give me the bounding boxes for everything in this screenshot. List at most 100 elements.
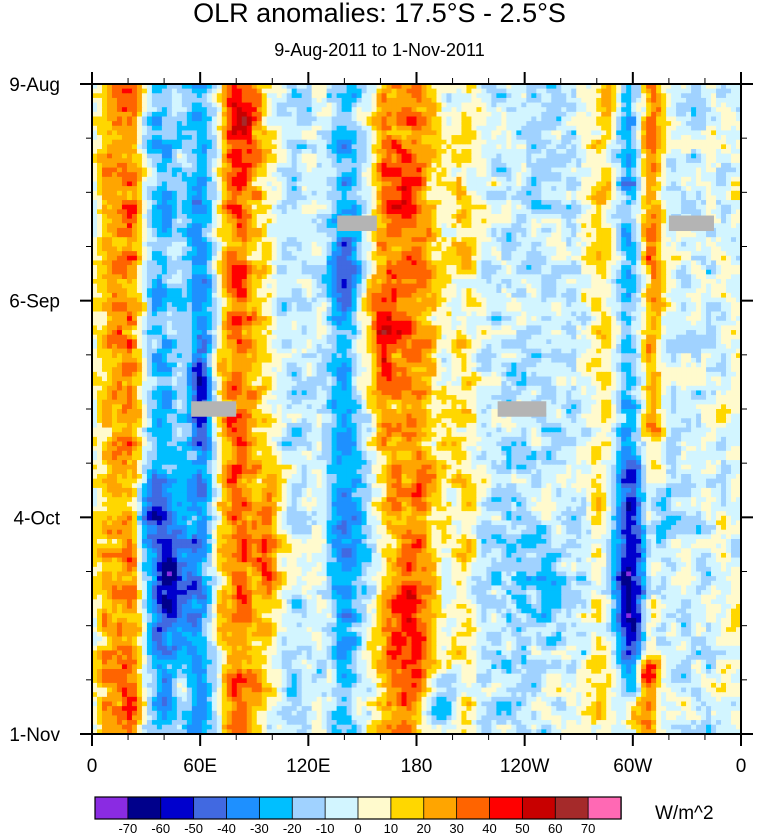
heatmap-cell — [706, 97, 712, 104]
heatmap-cell — [706, 204, 712, 210]
heatmap-cell — [296, 181, 303, 187]
heatmap-cell — [146, 255, 153, 262]
heatmap-cell — [691, 181, 697, 187]
heatmap-cell — [561, 135, 567, 141]
heatmap-cell — [521, 195, 527, 201]
heatmap-cell — [476, 251, 482, 257]
heatmap-cell — [176, 111, 183, 118]
heatmap-cell — [436, 84, 443, 90]
heatmap-cell — [466, 237, 473, 243]
heatmap-cell — [576, 227, 582, 234]
heatmap-cell — [456, 121, 463, 127]
heatmap-cell — [711, 209, 717, 215]
heatmap-cell — [146, 186, 153, 192]
heatmap-cell — [681, 176, 687, 183]
heatmap-cell — [436, 227, 443, 234]
heatmap-cell — [291, 237, 298, 243]
heatmap-cell — [606, 232, 612, 238]
heatmap-cell — [366, 88, 373, 94]
heatmap-cell — [396, 116, 403, 122]
heatmap-cell — [546, 172, 552, 178]
heatmap-cell — [111, 214, 118, 220]
heatmap-cell — [451, 227, 458, 234]
heatmap-cell — [576, 107, 582, 113]
heatmap-cell — [306, 84, 313, 90]
heatmap-cell — [241, 102, 248, 108]
heatmap-cell — [226, 200, 233, 206]
heatmap-cell — [121, 204, 128, 210]
heatmap-cell — [511, 167, 517, 173]
heatmap-cell — [421, 107, 428, 113]
heatmap-cell — [136, 107, 143, 113]
heatmap-cell — [521, 135, 527, 141]
heatmap-cell — [576, 251, 582, 257]
heatmap-cell — [356, 93, 363, 99]
heatmap-cell — [546, 237, 552, 243]
heatmap-cell — [641, 218, 647, 224]
heatmap-cell — [471, 204, 478, 210]
heatmap-cell — [531, 162, 537, 169]
heatmap-cell — [186, 255, 193, 262]
heatmap-cell — [136, 186, 143, 192]
heatmap-cell — [531, 121, 537, 127]
heatmap-cell — [341, 158, 348, 164]
heatmap-cell — [146, 97, 153, 104]
heatmap-cell — [216, 139, 223, 145]
heatmap-cell — [646, 158, 652, 164]
heatmap-cell — [321, 158, 328, 164]
heatmap-cell — [621, 251, 627, 257]
heatmap-cell — [126, 176, 133, 183]
heatmap-cell — [131, 209, 138, 215]
heatmap-cell — [456, 181, 463, 187]
heatmap-cell — [256, 144, 263, 150]
heatmap-cell — [541, 218, 547, 224]
heatmap-cell — [606, 223, 612, 229]
heatmap-cell — [656, 200, 662, 206]
heatmap-cell — [631, 176, 637, 183]
heatmap-cell — [276, 190, 283, 197]
heatmap-cell — [531, 158, 537, 164]
heatmap-cell — [641, 121, 647, 127]
heatmap-cell — [656, 204, 662, 210]
heatmap-cell — [136, 84, 143, 90]
heatmap-cell — [511, 176, 517, 183]
heatmap-cell — [531, 93, 537, 99]
heatmap-cell — [636, 186, 642, 192]
heatmap-cell — [356, 158, 363, 164]
heatmap-cell — [301, 149, 308, 155]
heatmap-cell — [446, 181, 453, 187]
heatmap-cell — [671, 186, 677, 192]
heatmap-cell — [576, 172, 582, 178]
heatmap-cell — [346, 241, 353, 248]
heatmap-cell — [401, 237, 408, 243]
heatmap-cell — [651, 214, 657, 220]
heatmap-cell — [691, 93, 697, 99]
heatmap-cell — [101, 255, 108, 262]
heatmap-cell — [711, 149, 717, 155]
heatmap-cell — [166, 88, 173, 94]
heatmap-cell — [321, 149, 328, 155]
heatmap-cell — [731, 111, 737, 118]
heatmap-cell — [306, 125, 313, 132]
heatmap-cell — [506, 246, 512, 252]
heatmap-cell — [416, 227, 423, 234]
heatmap-cell — [381, 204, 388, 210]
heatmap-cell — [631, 149, 637, 155]
heatmap-cell — [381, 186, 388, 192]
heatmap-cell — [541, 97, 547, 104]
heatmap-cell — [261, 172, 268, 178]
heatmap-cell — [216, 153, 223, 159]
heatmap-cell — [531, 102, 537, 108]
heatmap-cell — [276, 181, 283, 187]
heatmap-cell — [221, 227, 228, 234]
heatmap-cell — [706, 135, 712, 141]
heatmap-cell — [671, 84, 677, 90]
heatmap-cell — [141, 200, 148, 206]
heatmap-cell — [481, 232, 487, 238]
heatmap-cell — [501, 227, 507, 234]
heatmap-cell — [656, 97, 662, 104]
heatmap-cell — [496, 97, 502, 104]
heatmap-cell — [676, 93, 682, 99]
heatmap-cell — [546, 246, 552, 252]
heatmap-cell — [286, 241, 293, 248]
